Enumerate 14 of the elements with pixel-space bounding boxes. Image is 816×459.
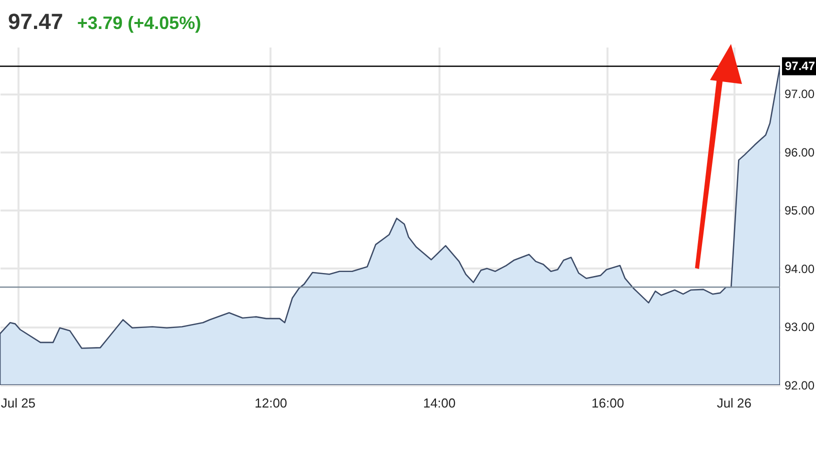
y-tick-label: 93.00: [784, 320, 815, 334]
y-tick-label: 97.00: [784, 87, 815, 102]
x-tick-label: 16:00: [592, 396, 624, 410]
y-tick-label: 92.00: [784, 378, 815, 392]
x-tick-label: 14:00: [423, 396, 456, 410]
y-tick-label: 94.00: [784, 262, 815, 276]
chart-subtitle: +3.79 (+4.05%): [77, 13, 202, 33]
x-tick-label: Jul 26: [716, 396, 752, 410]
ref-line-label: 97.47: [785, 59, 816, 74]
x-tick-label: Jul 25: [0, 396, 36, 410]
y-tick-label: 95.00: [784, 204, 815, 218]
chart-title: 97.47: [8, 9, 64, 34]
y-tick-label: 96.00: [784, 145, 815, 160]
x-tick-label: 12:00: [254, 396, 288, 410]
